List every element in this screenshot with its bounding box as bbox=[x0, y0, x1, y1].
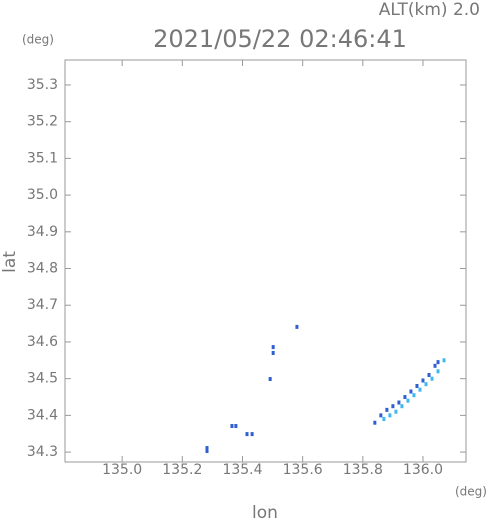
point bbox=[418, 387, 422, 392]
point bbox=[415, 384, 419, 389]
y-tick-label: 34.9 bbox=[27, 224, 58, 240]
point bbox=[436, 360, 440, 365]
y-tick-label: 35.2 bbox=[27, 114, 58, 130]
y-tick-label: 34.4 bbox=[27, 407, 58, 423]
point bbox=[412, 393, 416, 398]
point bbox=[424, 382, 428, 387]
y-tick-label: 34.8 bbox=[27, 261, 58, 277]
y-tick-label: 35.1 bbox=[27, 150, 58, 166]
x-unit: (deg) bbox=[455, 485, 487, 499]
y-tick-label: 34.6 bbox=[27, 334, 58, 350]
point bbox=[250, 432, 254, 437]
y-tick-label: 35.0 bbox=[27, 187, 58, 203]
x-tick-label: 135.4 bbox=[222, 462, 262, 478]
point bbox=[373, 420, 377, 425]
chart-title: 2021/05/22 02:46:41 bbox=[153, 25, 407, 53]
x-label: lon bbox=[252, 503, 278, 521]
point bbox=[433, 363, 437, 368]
y-tick-label: 34.5 bbox=[27, 371, 58, 387]
point bbox=[230, 424, 234, 429]
point bbox=[421, 378, 425, 383]
point bbox=[394, 409, 398, 414]
point bbox=[385, 407, 389, 412]
y-tick-label: 34.3 bbox=[27, 444, 58, 460]
point bbox=[391, 404, 395, 409]
point bbox=[268, 377, 272, 382]
header: ALT(km) 2.0 bbox=[379, 0, 480, 20]
point bbox=[205, 448, 209, 453]
point bbox=[295, 324, 299, 329]
x-tick-label: 136.0 bbox=[403, 462, 443, 478]
point bbox=[436, 369, 440, 374]
point bbox=[406, 398, 410, 403]
x-tick-label: 135.0 bbox=[102, 462, 142, 478]
point bbox=[409, 389, 413, 394]
y-tick-label: 34.7 bbox=[27, 297, 58, 313]
y-tick-label: 35.3 bbox=[27, 77, 58, 93]
x-tick-label: 135.8 bbox=[343, 462, 383, 478]
point bbox=[382, 417, 386, 422]
point bbox=[400, 404, 404, 409]
x-tick-label: 135.2 bbox=[162, 462, 202, 478]
point bbox=[430, 376, 434, 381]
point bbox=[271, 350, 275, 355]
point bbox=[234, 424, 238, 429]
point bbox=[442, 358, 446, 363]
x-tick-label: 135.6 bbox=[283, 462, 323, 478]
point bbox=[403, 395, 407, 400]
point bbox=[245, 432, 249, 437]
plot-frame bbox=[64, 59, 467, 463]
point bbox=[271, 345, 275, 350]
point bbox=[427, 372, 431, 377]
point bbox=[205, 446, 209, 451]
y-label: lat bbox=[0, 251, 20, 273]
point bbox=[397, 400, 401, 405]
y-unit: (deg) bbox=[22, 33, 54, 47]
point bbox=[388, 413, 392, 418]
point bbox=[379, 413, 383, 418]
